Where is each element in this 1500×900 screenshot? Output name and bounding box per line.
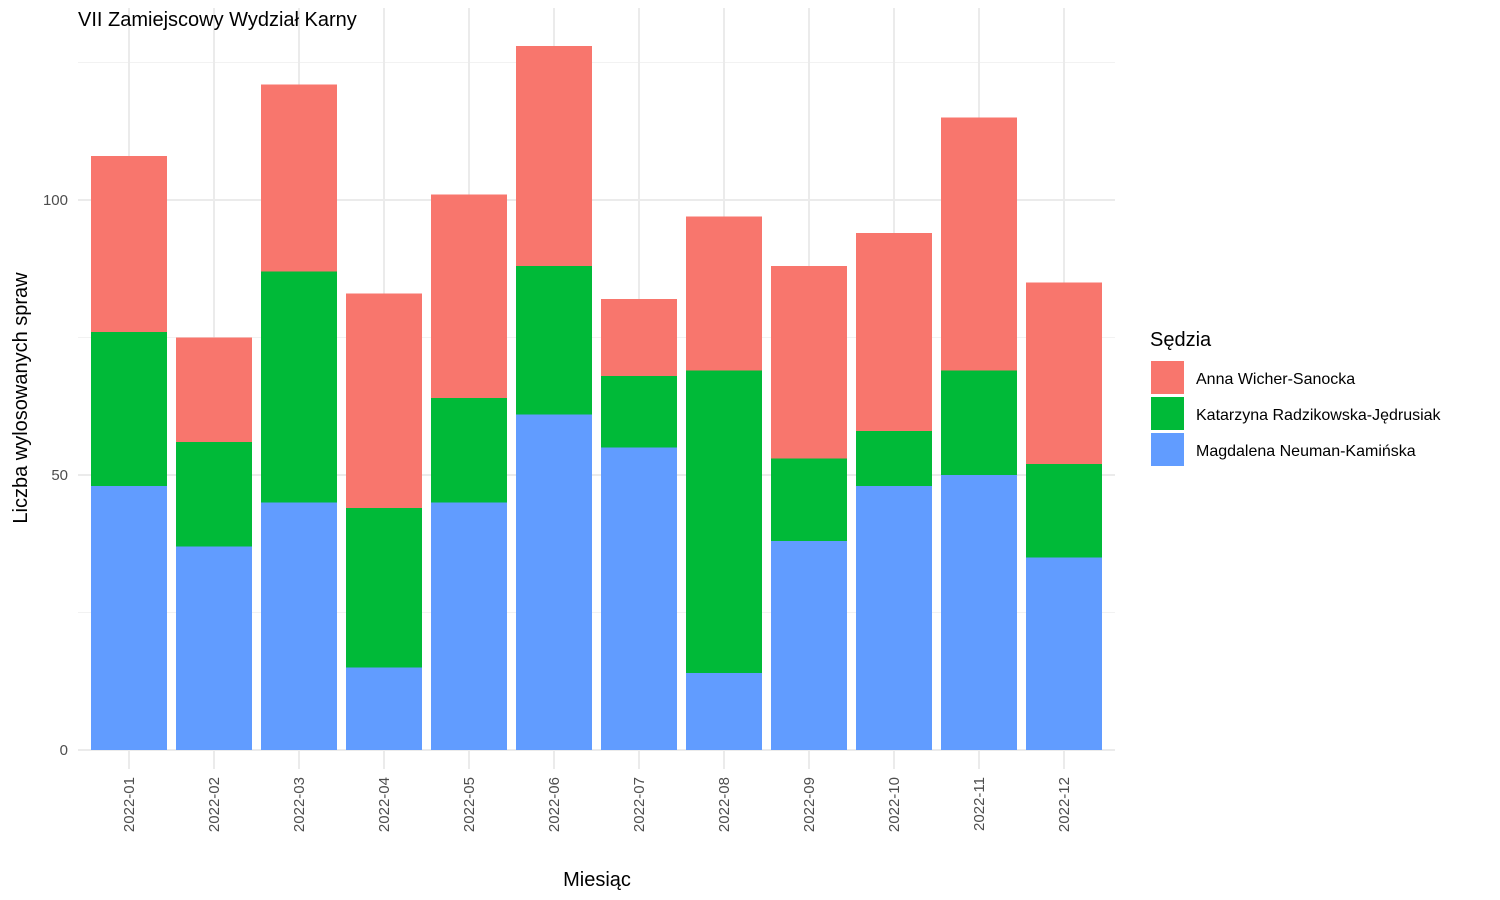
legend: Sędzia Anna Wicher-Sanocka Katarzyna Radz… xyxy=(1150,329,1442,466)
bar-segment xyxy=(601,299,677,376)
bar-segment xyxy=(431,398,507,503)
bar-segment xyxy=(346,293,422,508)
x-tick-label: 2022-02 xyxy=(206,777,223,832)
y-tick-label: 50 xyxy=(51,467,68,484)
bar-segment xyxy=(941,475,1017,750)
bar-segment xyxy=(516,414,592,750)
x-tick-label: 2022-03 xyxy=(291,777,308,832)
bar-segment xyxy=(261,271,337,503)
x-tick-label: 2022-12 xyxy=(1056,777,1073,832)
bar-segment xyxy=(431,502,507,750)
y-tick-label: 100 xyxy=(43,192,68,209)
bar-segment xyxy=(686,673,762,750)
x-tick-label: 2022-06 xyxy=(546,777,563,832)
legend-key xyxy=(1151,397,1184,430)
bar-segment xyxy=(686,216,762,371)
bar-segment xyxy=(176,337,252,442)
y-tick-label: 0 xyxy=(60,742,68,759)
bar-segment xyxy=(856,233,932,431)
bar-segment xyxy=(91,156,167,332)
bar-segment xyxy=(856,486,932,750)
bar-segment xyxy=(176,546,252,750)
chart-title: VII Zamiejscowy Wydział Karny xyxy=(78,9,357,31)
x-tick-label: 2022-05 xyxy=(461,777,478,832)
bar-segment xyxy=(771,458,847,541)
x-tick-label: 2022-08 xyxy=(716,777,733,832)
x-axis-title: Miesiąc xyxy=(563,869,631,891)
y-axis-ticks: 0 50 100 xyxy=(43,192,68,759)
legend-label: Anna Wicher-Sanocka xyxy=(1196,371,1355,388)
bar-segment xyxy=(1026,282,1102,464)
legend-key xyxy=(1151,361,1184,394)
bar-segment xyxy=(176,442,252,547)
bar-segment xyxy=(601,376,677,448)
bar-segment xyxy=(261,502,337,750)
x-tick-label: 2022-07 xyxy=(631,777,648,832)
legend-label: Katarzyna Radzikowska-Jędrusiak xyxy=(1196,407,1442,424)
bar-segment xyxy=(516,46,592,266)
y-axis-title: Liczba wylosowanych spraw xyxy=(10,272,32,524)
bar-segment xyxy=(1026,557,1102,750)
bar-segment xyxy=(1026,464,1102,558)
bar-segment xyxy=(91,486,167,750)
bar-segment xyxy=(346,667,422,750)
bar-segment xyxy=(771,266,847,459)
bar-segment xyxy=(431,194,507,398)
bar-segment xyxy=(601,447,677,750)
bar-segment xyxy=(856,431,932,486)
bars xyxy=(91,46,1102,750)
bar-segment xyxy=(771,541,847,750)
x-tick-label: 2022-09 xyxy=(801,777,818,832)
bar-segment xyxy=(941,370,1017,475)
legend-title: Sędzia xyxy=(1150,329,1212,351)
bar-segment xyxy=(91,332,167,486)
bar-segment xyxy=(261,84,337,272)
x-tick-label: 2022-01 xyxy=(121,777,138,832)
x-tick-label: 2022-11 xyxy=(971,777,988,831)
x-tick-label: 2022-04 xyxy=(376,777,393,832)
x-axis-ticks: 2022-01 2022-02 2022-03 2022-04 2022-05 2022-… xyxy=(121,777,1073,832)
x-tick-label: 2022-10 xyxy=(886,777,903,832)
bar-segment xyxy=(346,508,422,668)
bar-segment xyxy=(516,266,592,415)
bar-segment xyxy=(686,370,762,673)
bar-segment xyxy=(941,117,1017,371)
legend-key xyxy=(1151,433,1184,466)
legend-label: Magdalena Neuman-Kamińska xyxy=(1196,443,1416,460)
